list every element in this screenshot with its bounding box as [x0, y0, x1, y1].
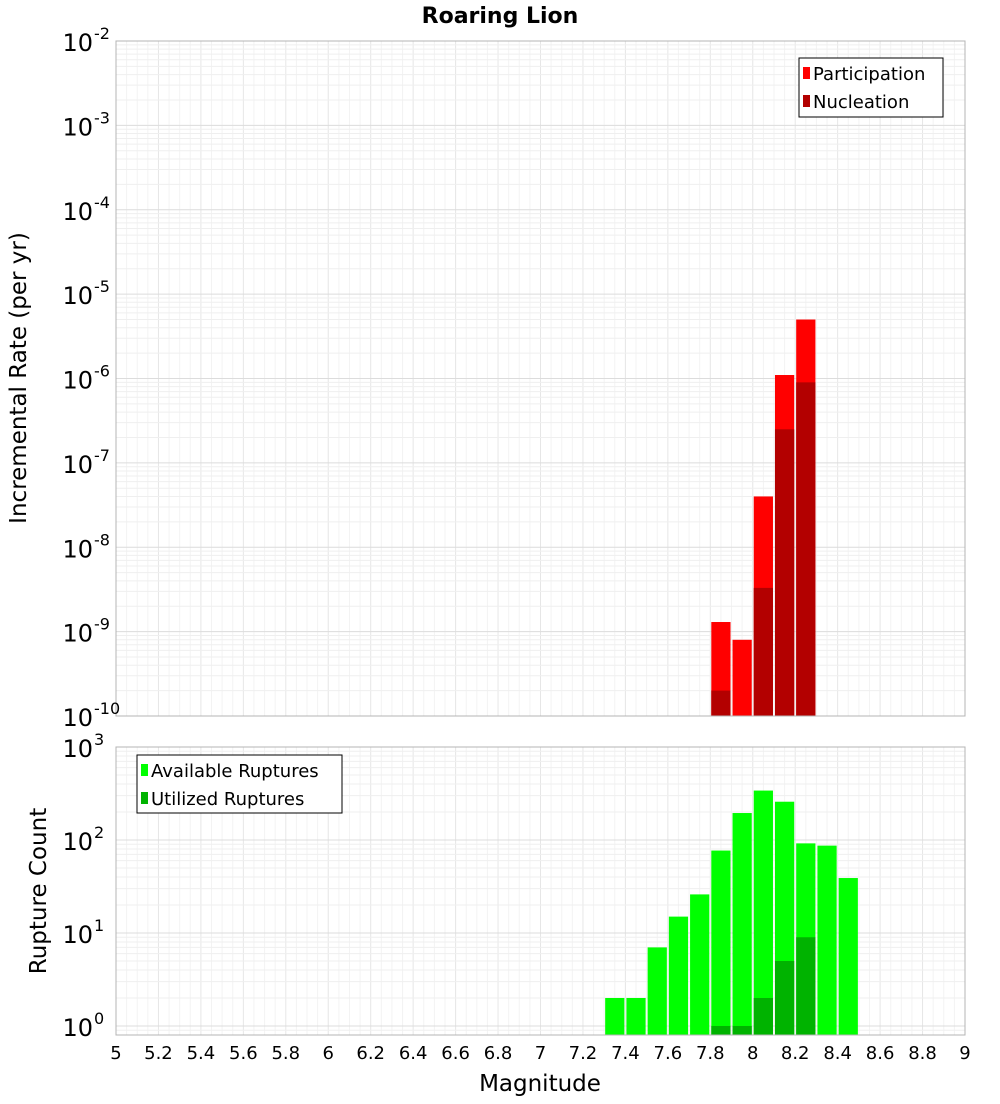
bottom-bar-s0 — [711, 850, 731, 1035]
x-tick-label: 8.2 — [781, 1043, 810, 1064]
x-tick-label: 6.2 — [356, 1043, 385, 1064]
top-bar-s1 — [753, 587, 773, 716]
bottom-bar-s0 — [732, 813, 752, 1035]
x-tick-label: 9 — [959, 1043, 970, 1064]
bottom-bar-s1 — [753, 997, 773, 1035]
chart-title: Roaring Lion — [422, 4, 579, 29]
x-tick-label: 7.8 — [696, 1043, 725, 1064]
x-tick-label: 5.4 — [187, 1043, 216, 1064]
x-axis-label: Magnitude — [479, 1071, 601, 1097]
top-y-tick-exponent: -2 — [94, 24, 110, 43]
top-y-tick-label: 10 — [62, 620, 93, 648]
bottom-legend-label: Available Ruptures — [151, 761, 319, 782]
top-y-tick-label: 10 — [62, 29, 93, 57]
top-bar-s0 — [732, 639, 752, 716]
x-tick-label: 6 — [323, 1043, 334, 1064]
top-y-tick-exponent: -3 — [94, 108, 110, 127]
bottom-y-tick-exponent: 2 — [94, 823, 104, 842]
x-tick-label: 8.8 — [908, 1043, 937, 1064]
bottom-y-tick-label: 10 — [62, 828, 93, 856]
bottom-bar-s1 — [732, 1025, 752, 1035]
top-legend: Participation Nucleation — [798, 57, 944, 118]
x-tick-label: 5.2 — [144, 1043, 173, 1064]
x-tick-label: 7 — [535, 1043, 546, 1064]
bottom-legend-swatch — [141, 792, 148, 804]
top-bar-s1 — [711, 690, 731, 716]
x-tick-label: 7.4 — [611, 1043, 640, 1064]
x-tick-label: 6.4 — [399, 1043, 428, 1064]
top-legend-swatch — [803, 95, 810, 107]
top-y-tick-label: 10 — [62, 282, 93, 310]
top-bar-s1 — [796, 382, 816, 716]
bottom-y-tick-exponent: 0 — [94, 1009, 104, 1028]
bottom-bar-s0 — [817, 845, 837, 1035]
x-tick-label: 7.2 — [569, 1043, 598, 1064]
top-y-tick-label: 10 — [62, 535, 93, 563]
bottom-legend-box — [136, 754, 343, 814]
top-y-axis-label: Incremental Rate (per yr) — [6, 232, 32, 524]
bottom-bar-s1 — [796, 937, 816, 1035]
x-tick-label: 7.6 — [654, 1043, 683, 1064]
bottom-bar-s0 — [690, 894, 710, 1035]
x-tick-label: 6.6 — [441, 1043, 470, 1064]
bottom-y-tick-label: 10 — [62, 1014, 93, 1042]
x-tick-label: 6.8 — [484, 1043, 513, 1064]
bottom-plot-frame — [115, 746, 966, 1036]
top-y-tick-exponent: -5 — [94, 277, 110, 296]
x-tick-label: 8.4 — [823, 1043, 852, 1064]
top-y-tick-label: 10 — [62, 367, 93, 395]
bottom-y-tick-label: 10 — [62, 921, 93, 949]
top-y-tick-exponent: -6 — [94, 362, 110, 381]
top-y-tick-exponent: -9 — [94, 615, 110, 634]
top-legend-label: Nucleation — [813, 92, 909, 113]
top-legend-swatch — [803, 67, 810, 79]
bottom-bar-s0 — [605, 997, 625, 1035]
bottom-legend-swatch — [141, 764, 148, 776]
bottom-legend-label: Utilized Ruptures — [151, 789, 304, 810]
bottom-y-axis-label: Rupture Count — [26, 808, 52, 974]
top-y-tick-label: 10 — [62, 113, 93, 141]
bottom-legend: Available Ruptures Utilized Ruptures — [136, 754, 343, 814]
bottom-bar-s0 — [838, 878, 858, 1035]
bottom-bar-s1 — [711, 1025, 731, 1035]
top-y-tick-label: 10 — [62, 704, 93, 732]
bottom-bar-s0 — [647, 947, 667, 1035]
top-y-tick-exponent: -10 — [94, 699, 120, 718]
x-tick-label: 8.6 — [866, 1043, 895, 1064]
top-y-tick-exponent: -8 — [94, 530, 110, 549]
bottom-y-tick-label: 10 — [62, 735, 93, 763]
x-tick-label: 5.8 — [271, 1043, 300, 1064]
bottom-bar-s0 — [668, 916, 689, 1035]
top-legend-box — [798, 57, 944, 118]
top-y-tick-label: 10 — [62, 451, 93, 479]
bottom-bar-s1 — [774, 960, 795, 1035]
bottom-bar-s0 — [626, 997, 646, 1035]
x-tick-label: 5 — [110, 1043, 121, 1064]
top-y-tick-label: 10 — [62, 198, 93, 226]
x-tick-label: 8 — [747, 1043, 758, 1064]
top-legend-label: Participation — [813, 64, 925, 85]
top-y-tick-exponent: -7 — [94, 446, 110, 465]
bottom-bar-s0 — [753, 790, 773, 1035]
bottom-y-tick-exponent: 1 — [94, 916, 104, 935]
top-plot-frame — [115, 40, 966, 717]
top-y-tick-exponent: -4 — [94, 193, 110, 212]
bottom-y-tick-exponent: 3 — [94, 730, 104, 749]
bottom-panel: 10 010 110 210 35 5.2 5.4 5.6 5.8 6 6.2 6.4 6.6 6.8 7 7… — [62, 730, 970, 1064]
x-tick-label: 5.6 — [229, 1043, 258, 1064]
top-bar-s1 — [774, 429, 795, 716]
